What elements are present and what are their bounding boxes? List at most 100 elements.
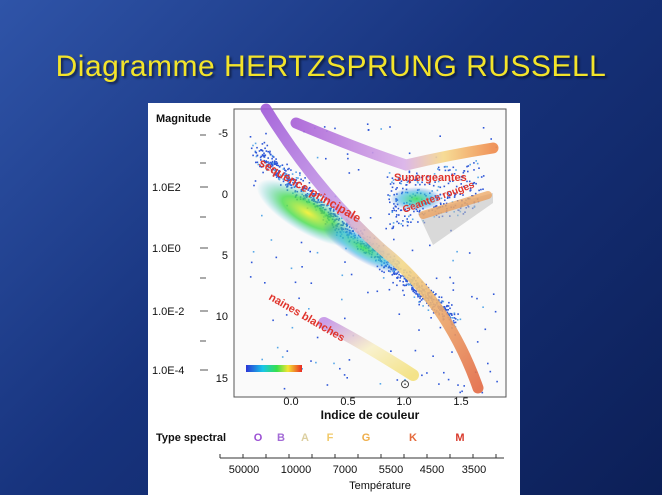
star-point	[480, 188, 482, 191]
star-point	[463, 185, 465, 188]
star-point	[427, 175, 429, 178]
star-point	[409, 181, 412, 183]
star-point	[453, 317, 456, 319]
star-point	[366, 123, 369, 125]
sun-marker: ⊙	[400, 377, 410, 391]
star-point	[452, 282, 455, 284]
temperature-tick: 10000	[281, 464, 312, 476]
temperature-tick: 4500	[420, 464, 444, 476]
star-point	[326, 384, 329, 386]
star-point	[397, 178, 400, 180]
star-point	[369, 217, 372, 219]
star-point	[404, 215, 406, 217]
star-point	[392, 179, 395, 181]
star-point	[482, 188, 484, 190]
star-point	[411, 218, 414, 221]
star-point	[286, 163, 288, 166]
star-point	[283, 179, 286, 181]
star-point	[418, 329, 420, 331]
star-point	[273, 169, 276, 172]
star-point	[286, 350, 289, 352]
star-point	[434, 181, 436, 183]
star-point	[388, 172, 391, 174]
star-point	[325, 157, 327, 160]
star-point	[253, 184, 255, 187]
color-index-tick: 1.0	[396, 396, 411, 408]
star-point	[393, 209, 395, 212]
star-point	[344, 261, 346, 263]
star-point	[295, 171, 297, 173]
star-point	[265, 164, 267, 167]
star-point	[418, 303, 420, 306]
star-point	[440, 296, 443, 299]
star-point	[407, 221, 410, 223]
star-point	[286, 176, 289, 179]
star-point	[453, 322, 455, 324]
star-point	[271, 171, 273, 173]
star-point	[276, 346, 279, 349]
star-point	[414, 184, 417, 186]
star-point	[287, 168, 289, 171]
star-point	[422, 305, 424, 307]
star-point	[270, 169, 273, 171]
star-point	[270, 239, 273, 241]
star-point	[391, 211, 394, 213]
star-point	[446, 197, 449, 199]
star-point	[395, 206, 397, 208]
star-point	[437, 299, 440, 301]
star-point	[269, 161, 272, 164]
star-point	[418, 211, 421, 213]
star-point	[275, 176, 278, 178]
star-point	[456, 250, 458, 253]
star-point	[416, 178, 419, 180]
star-point	[415, 293, 417, 295]
magnitude-tick: 0	[222, 189, 228, 201]
star-point	[439, 193, 441, 196]
star-point	[447, 305, 450, 307]
star-point	[451, 314, 453, 316]
star-point	[449, 315, 451, 318]
star-point	[287, 174, 290, 177]
star-point	[407, 180, 410, 182]
star-point	[276, 172, 279, 175]
star-point	[439, 326, 442, 329]
star-point	[304, 185, 306, 187]
star-point	[449, 317, 452, 319]
star-point	[439, 135, 441, 137]
star-point	[439, 202, 442, 205]
star-point	[442, 306, 445, 308]
star-point	[391, 274, 394, 276]
star-point	[350, 273, 353, 276]
star-point	[259, 156, 262, 159]
star-point	[454, 192, 456, 194]
main-sequence-tail	[322, 222, 404, 274]
magnitude-tick: 5	[222, 250, 228, 262]
luminosity-tick: 1.0E-4	[152, 365, 184, 377]
star-point	[399, 175, 402, 177]
star-point	[409, 283, 412, 286]
spectral-type-m: M	[455, 432, 464, 444]
star-point	[316, 251, 319, 254]
star-point	[289, 182, 291, 184]
star-point	[437, 185, 440, 188]
star-point	[271, 154, 274, 157]
star-point	[432, 291, 435, 293]
star-point	[276, 174, 278, 176]
star-point	[442, 300, 445, 303]
star-point	[474, 192, 477, 195]
star-point	[261, 154, 264, 156]
star-point	[453, 173, 456, 175]
star-point	[281, 164, 284, 166]
star-point	[449, 180, 451, 183]
star-point	[274, 172, 277, 174]
star-point	[490, 138, 492, 140]
star-point	[400, 275, 402, 277]
star-point	[274, 161, 276, 164]
star-point	[405, 184, 408, 186]
star-point	[292, 181, 295, 184]
star-point	[255, 152, 258, 154]
star-point	[398, 313, 401, 315]
star-point	[295, 179, 298, 181]
star-point	[341, 298, 343, 301]
star-point	[471, 295, 473, 298]
